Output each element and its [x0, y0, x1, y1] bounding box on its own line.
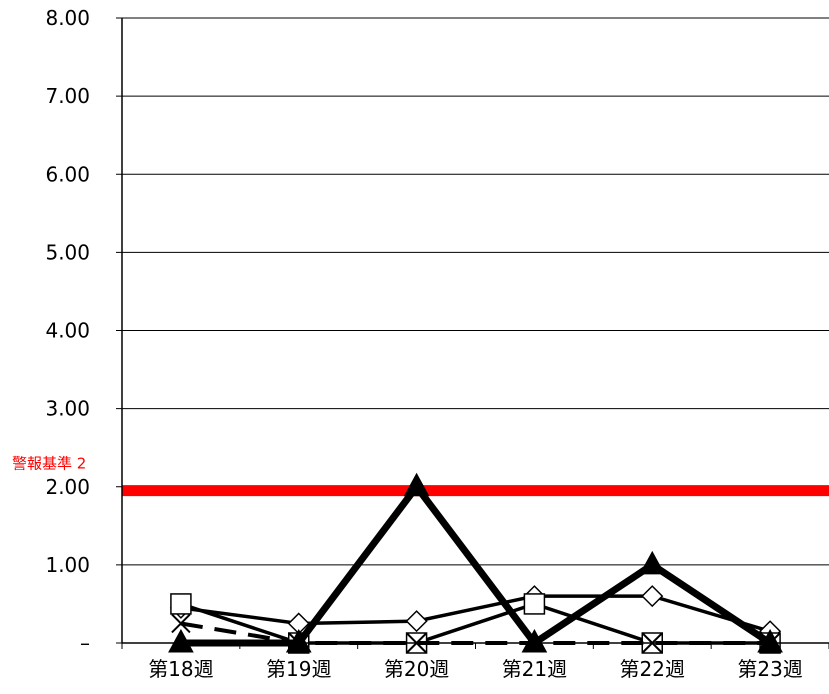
- series-line-diamond: [180, 594, 771, 633]
- data-point-triangle: [285, 628, 312, 653]
- data-point-triangle: [168, 628, 194, 653]
- x-tick-label: 第18週: [148, 657, 213, 681]
- y-axis-ticks: – 1.00 2.00 3.00 4.00 5.00 6.00 7.00 8.00: [45, 6, 90, 655]
- series-group: [168, 472, 783, 654]
- y-tick-label: 2.00: [45, 475, 90, 499]
- data-point-triangle: [639, 550, 666, 575]
- y-tick-label: 6.00: [45, 162, 90, 186]
- x-tick-label: 第20週: [384, 657, 449, 681]
- alert-threshold-label: 警報基準 2: [12, 455, 86, 473]
- x-tick-label: 第19週: [266, 657, 331, 681]
- x-tick-label: 第21週: [502, 657, 567, 681]
- y-tick-label: 5.00: [45, 240, 90, 264]
- x-axis-ticks: 第18週 第19週 第20週 第21週 第22週 第23週: [148, 657, 803, 681]
- y-tick-label: 1.00: [45, 553, 90, 577]
- data-point-triangle: [757, 628, 783, 653]
- reference-line-group: 警報基準 2: [12, 455, 829, 497]
- axes: [116, 17, 829, 649]
- data-point-diamond: [405, 610, 428, 633]
- y-tick-label: 8.00: [45, 6, 90, 30]
- data-point-square: [523, 593, 546, 615]
- gridlines: [122, 17, 829, 566]
- data-point-square: [170, 593, 192, 615]
- y-tick-label: –: [80, 631, 90, 655]
- y-tick-label: 4.00: [45, 319, 90, 343]
- y-tick-label: 3.00: [45, 397, 90, 421]
- data-point-triangle: [521, 628, 548, 653]
- x-tick-label: 第23週: [737, 657, 802, 681]
- data-point-triangle: [403, 472, 430, 497]
- x-tick-label: 第22週: [620, 657, 685, 681]
- data-point-x: [171, 613, 191, 634]
- y-tick-label: 7.00: [45, 84, 90, 108]
- data-point-diamond: [641, 585, 664, 608]
